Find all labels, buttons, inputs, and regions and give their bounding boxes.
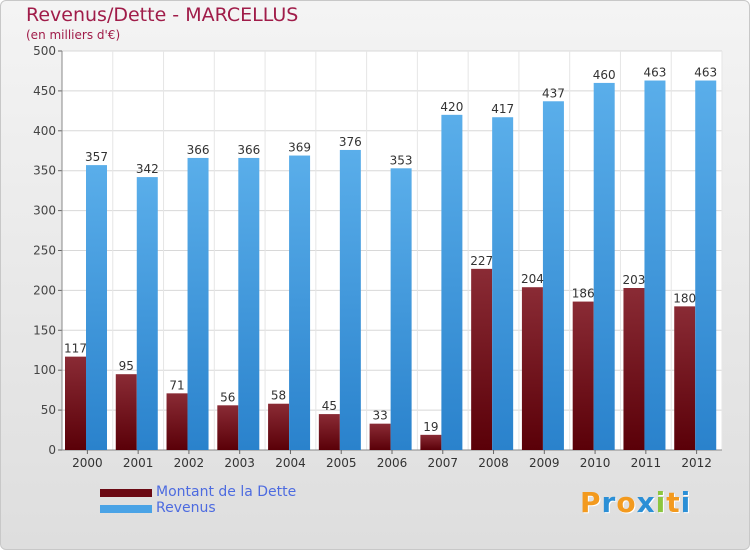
bar-debt [217, 405, 239, 450]
bar-revenue [492, 117, 514, 450]
legend-swatch-revenue [100, 505, 152, 513]
bar-debt [65, 356, 86, 450]
chart-title: Revenus/Dette - MARCELLUS [26, 4, 299, 26]
legend-label-revenue: Revenus [156, 500, 216, 516]
y-tick-label: 300 [33, 204, 56, 218]
y-tick-label: 50 [41, 403, 56, 417]
bar-debt [115, 374, 137, 450]
logo-letter: t [666, 486, 681, 519]
data-label-revenue: 420 [440, 100, 463, 114]
legend-swatch-debt [100, 489, 152, 497]
chart-subtitle: (en milliers d'€) [26, 28, 121, 42]
bar-revenue [136, 177, 158, 451]
data-label-debt: 204 [521, 272, 544, 286]
data-label-revenue: 417 [491, 102, 514, 116]
bar-debt [471, 268, 493, 450]
data-label-debt: 95 [119, 359, 134, 373]
data-label-revenue: 463 [694, 66, 717, 80]
y-tick-label: 400 [33, 124, 56, 138]
bar-revenue [593, 82, 615, 451]
bar-revenue [390, 168, 412, 450]
data-label-revenue: 366 [237, 143, 260, 157]
data-label-debt: 56 [220, 390, 235, 404]
data-label-revenue: 369 [288, 141, 311, 155]
bar-debt [521, 287, 543, 450]
logo-letter: i [655, 486, 667, 519]
y-tick-label: 200 [33, 283, 56, 297]
logo-letter: o [616, 486, 637, 519]
data-label-debt: 19 [423, 420, 438, 434]
bar-revenue [86, 165, 107, 450]
x-tick-label: 2005 [326, 456, 357, 470]
bar-revenue [441, 114, 463, 450]
bar-debt [318, 414, 340, 450]
y-tick-label: 450 [33, 84, 56, 98]
data-label-debt: 58 [271, 389, 286, 403]
x-tick-label: 2001 [123, 456, 154, 470]
x-tick-label: 2009 [529, 456, 560, 470]
bar-revenue [339, 149, 361, 450]
y-tick-label: 150 [33, 323, 56, 337]
data-label-debt: 186 [572, 287, 595, 301]
bar-revenue [695, 80, 717, 450]
logo-letter: x [636, 486, 656, 519]
data-label-revenue: 366 [187, 143, 210, 157]
bar-debt [166, 393, 188, 450]
x-tick-label: 2000 [72, 456, 103, 470]
y-tick-label: 250 [33, 244, 56, 258]
data-label-revenue: 342 [136, 162, 159, 176]
logo-letter: i [680, 486, 692, 519]
x-tick-label: 2002 [174, 456, 205, 470]
data-label-revenue: 437 [542, 86, 565, 100]
data-label-revenue: 353 [390, 153, 413, 167]
legend-label-debt: Montant de la Dette [156, 484, 297, 500]
x-tick-label: 2004 [275, 456, 306, 470]
bar-debt [420, 434, 442, 450]
bar-revenue [289, 155, 311, 450]
x-tick-label: 2006 [377, 456, 408, 470]
bar-revenue [644, 80, 666, 450]
bar-debt [268, 403, 290, 450]
data-label-debt: 45 [322, 399, 337, 413]
bar-debt [369, 423, 391, 450]
y-tick-label: 350 [33, 164, 56, 178]
y-tick-label: 100 [33, 363, 56, 377]
x-tick-label: 2003 [224, 456, 255, 470]
y-tick-label: 0 [48, 443, 56, 457]
data-label-debt: 180 [673, 291, 696, 305]
bar-revenue [542, 101, 564, 451]
bar-revenue [238, 157, 260, 450]
x-tick-label: 2010 [580, 456, 611, 470]
data-label-debt: 71 [169, 378, 184, 392]
y-tick-label: 500 [33, 44, 56, 58]
x-tick-label: 2007 [427, 456, 458, 470]
data-label-revenue: 460 [593, 68, 616, 82]
logo-letter: r [601, 486, 617, 519]
data-label-revenue: 376 [339, 135, 362, 149]
data-label-revenue: 357 [85, 150, 108, 164]
bar-debt [623, 288, 645, 450]
data-label-debt: 227 [470, 254, 493, 268]
data-label-debt: 33 [372, 409, 387, 423]
bar-debt [674, 306, 696, 450]
data-label-debt: 117 [64, 342, 87, 356]
data-label-debt: 203 [623, 273, 646, 287]
bar-revenue [187, 157, 209, 450]
proxiti-logo: Proxiti [580, 486, 691, 519]
x-tick-label: 2008 [478, 456, 509, 470]
bar-debt [572, 301, 594, 450]
x-tick-label: 2012 [681, 456, 712, 470]
data-label-revenue: 463 [644, 66, 667, 80]
x-tick-label: 2011 [631, 456, 662, 470]
logo-letter: P [580, 486, 602, 519]
